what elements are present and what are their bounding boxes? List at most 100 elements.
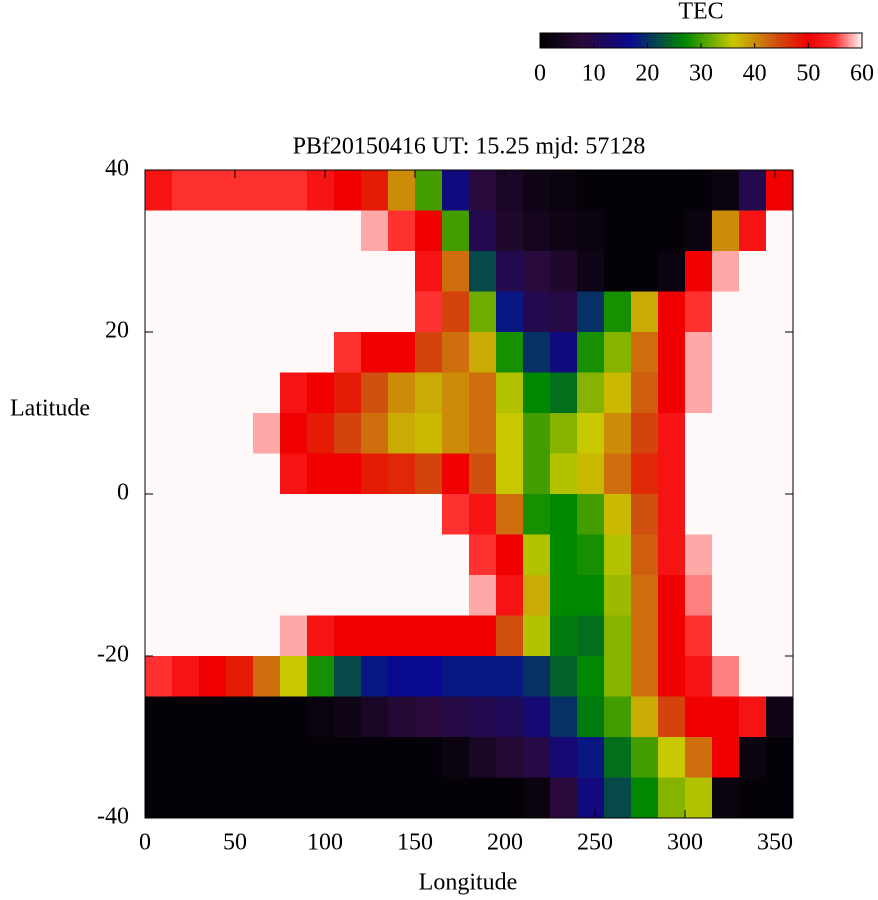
heatmap-cell: [361, 453, 389, 495]
heatmap-cell: [604, 615, 632, 657]
heatmap-cell: [226, 575, 254, 616]
x-tick-label: 300: [667, 830, 703, 856]
heatmap-cell: [766, 777, 794, 819]
heatmap-cell: [145, 251, 173, 292]
heatmap-cell: [739, 372, 767, 414]
heatmap-cell: [550, 494, 578, 535]
heatmap-cell: [415, 332, 443, 373]
heatmap-cell: [388, 737, 416, 778]
heatmap-cell: [280, 615, 308, 657]
heatmap-cell: [685, 291, 713, 333]
heatmap-cell: [388, 413, 416, 454]
heatmap-cell: [145, 534, 173, 576]
heatmap-cell: [604, 170, 632, 211]
heatmap-cell: [712, 737, 740, 778]
heatmap-cell: [199, 291, 227, 333]
heatmap-cell: [523, 170, 551, 211]
heatmap-cell: [280, 777, 308, 819]
heatmap-cell: [658, 777, 686, 819]
heatmap-cell: [253, 575, 281, 616]
heatmap-cell: [226, 332, 254, 373]
heatmap-cell: [307, 777, 335, 819]
heatmap-cell: [766, 332, 794, 373]
heatmap-cell: [280, 453, 308, 495]
heatmap-cell: [577, 656, 605, 697]
heatmap-cell: [361, 413, 389, 454]
heatmap-cell: [496, 575, 524, 616]
heatmap-cell: [226, 372, 254, 414]
colorbar-tick-label: 20: [635, 61, 659, 87]
heatmap-cell: [496, 453, 524, 495]
heatmap-cell: [712, 494, 740, 535]
heatmap-cell: [550, 453, 578, 495]
heatmap-cell: [550, 534, 578, 576]
heatmap-cell: [550, 696, 578, 738]
heatmap-cell: [199, 170, 227, 211]
heatmap-cell: [631, 413, 659, 454]
heatmap-cell: [172, 291, 200, 333]
y-tick-label: -20: [97, 642, 129, 668]
heatmap-cell: [145, 777, 173, 819]
heatmap-cell: [307, 534, 335, 576]
heatmap-cell: [388, 615, 416, 657]
heatmap-cell: [334, 737, 362, 778]
heatmap-cell: [226, 534, 254, 576]
heatmap-cell: [766, 291, 794, 333]
heatmap-cell: [469, 615, 497, 657]
x-tick-label: 0: [139, 830, 151, 856]
heatmap-cell: [388, 777, 416, 819]
heatmap-cell: [415, 777, 443, 819]
heatmap-cell: [496, 494, 524, 535]
heatmap-cell: [550, 615, 578, 657]
heatmap-cell: [658, 656, 686, 697]
heatmap-cell: [523, 534, 551, 576]
heatmap-cell: [577, 251, 605, 292]
heatmap-cell: [226, 170, 254, 211]
heatmap-cell: [469, 210, 497, 252]
heatmap-cell: [631, 210, 659, 252]
heatmap-cell: [226, 210, 254, 252]
heatmap-cell: [712, 453, 740, 495]
heatmap-cell: [577, 453, 605, 495]
heatmap-cell: [496, 777, 524, 819]
heatmap-cell: [712, 534, 740, 576]
heatmap-cell: [496, 170, 524, 211]
heatmap-cell: [496, 656, 524, 697]
heatmap-cell: [577, 575, 605, 616]
heatmap-cell: [577, 534, 605, 576]
heatmap-cell: [739, 696, 767, 738]
heatmap-cell: [280, 251, 308, 292]
heatmap-cell: [685, 210, 713, 252]
heatmap-cell: [145, 170, 173, 211]
heatmap-cell: [226, 615, 254, 657]
heatmap-cell: [442, 534, 470, 576]
heatmap-cell: [361, 210, 389, 252]
heatmap-cell: [550, 656, 578, 697]
heatmap-cell: [577, 291, 605, 333]
heatmap-cell: [334, 696, 362, 738]
heatmap-cell: [253, 615, 281, 657]
heatmap-cell: [388, 575, 416, 616]
heatmap-cell: [685, 372, 713, 414]
heatmap-cell: [253, 251, 281, 292]
heatmap-cell: [631, 170, 659, 211]
heatmap-cell: [550, 737, 578, 778]
heatmap-cell: [172, 696, 200, 738]
y-tick-label: 40: [105, 156, 129, 182]
heatmap-cell: [172, 413, 200, 454]
heatmap-cell: [415, 453, 443, 495]
heatmap-cell: [307, 696, 335, 738]
heatmap-cell: [739, 494, 767, 535]
heatmap-cell: [199, 453, 227, 495]
heatmap-cell: [685, 413, 713, 454]
colorbar-tick-label: 30: [689, 61, 713, 87]
heatmap-cell: [280, 656, 308, 697]
x-tick-label: 50: [223, 830, 247, 856]
heatmap-cell: [253, 413, 281, 454]
heatmap-cell: [253, 656, 281, 697]
heatmap-cell: [577, 170, 605, 211]
heatmap-cell: [226, 413, 254, 454]
heatmap-cell: [658, 251, 686, 292]
heatmap-cell: [226, 291, 254, 333]
heatmap-cell: [577, 737, 605, 778]
